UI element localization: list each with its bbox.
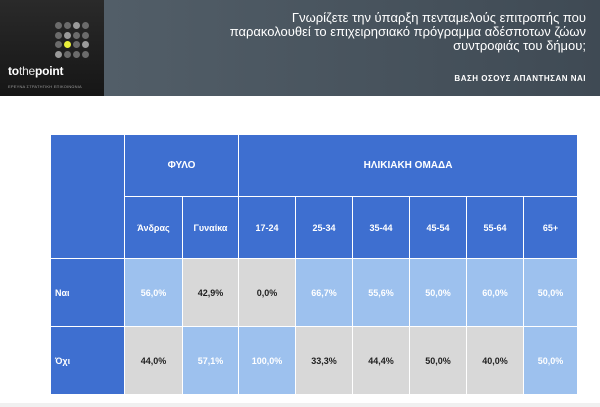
table-row: Όχι 44,0% 57,1% 100,0% 33,3% 44,4% 50,0% 40,0% 5… (50, 326, 578, 395)
row-label: Όχι (50, 326, 125, 395)
column-header: 65+ (523, 196, 578, 259)
column-header: 55-64 (466, 196, 524, 259)
value-cell: 44,4% (352, 326, 410, 395)
value-cell: 33,3% (295, 326, 353, 395)
row-label: Ναι (50, 258, 125, 327)
column-header-row: Άνδρας Γυναίκα 17-24 25-34 35-44 45-54 55-64 65… (51, 196, 578, 259)
column-header: 25-34 (295, 196, 353, 259)
value-cell: 66,7% (295, 258, 353, 327)
value-cell: 50,0% (409, 326, 467, 395)
value-cell: 55,6% (352, 258, 410, 327)
value-cell: 50,0% (409, 258, 467, 327)
value-cell: 56,0% (124, 258, 183, 327)
base-note: ΒΑΣΗ ΟΣΟΥΣ ΑΠΑΝΤΗΣΑΝ ΝΑΙ (454, 74, 586, 83)
results-table: ΦΥΛΟ ΗΛΙΚΙΑΚΗ ΟΜΑΔΑ Άνδρας Γυναίκα 17-24 25… (50, 134, 578, 395)
value-cell: 57,1% (182, 326, 239, 395)
logo-wordmark: tothepoint (8, 64, 64, 78)
header-band: Γνωρίζετε την ύπαρξη πενταμελούς επιτροπ… (104, 0, 600, 96)
column-header: Γυναίκα (182, 196, 239, 259)
question-title: Γνωρίζετε την ύπαρξη πενταμελούς επιτροπ… (229, 10, 586, 53)
value-cell: 40,0% (466, 326, 524, 395)
logo: tothepoint ΕΡΕΥΝΑ ΣΤΡΑΤΗΓΙΚΗ ΕΠΙΚΟΙΝΩΝΙΑ (0, 0, 104, 96)
column-header: Άνδρας (124, 196, 183, 259)
value-cell: 50,0% (523, 326, 578, 395)
column-header: 17-24 (238, 196, 296, 259)
value-cell: 44,0% (124, 326, 183, 395)
value-cell: 50,0% (523, 258, 578, 327)
divider (0, 403, 600, 407)
value-cell: 100,0% (238, 326, 296, 395)
logo-tagline: ΕΡΕΥΝΑ ΣΤΡΑΤΗΓΙΚΗ ΕΠΙΚΟΙΝΩΝΙΑ (8, 84, 82, 89)
logo-dots-icon (55, 22, 91, 58)
table-corner-cell (50, 134, 125, 259)
table-row: Ναι 56,0% 42,9% 0,0% 66,7% 55,6% 50,0% 60,0% 50,… (50, 258, 578, 327)
value-cell: 0,0% (238, 258, 296, 327)
group-header-gender: ΦΥΛΟ (124, 134, 239, 197)
value-cell: 60,0% (466, 258, 524, 327)
value-cell: 42,9% (182, 258, 239, 327)
column-header: 35-44 (352, 196, 410, 259)
column-header: 45-54 (409, 196, 467, 259)
group-header-age: ΗΛΙΚΙΑΚΗ ΟΜΑΔΑ (238, 134, 578, 197)
